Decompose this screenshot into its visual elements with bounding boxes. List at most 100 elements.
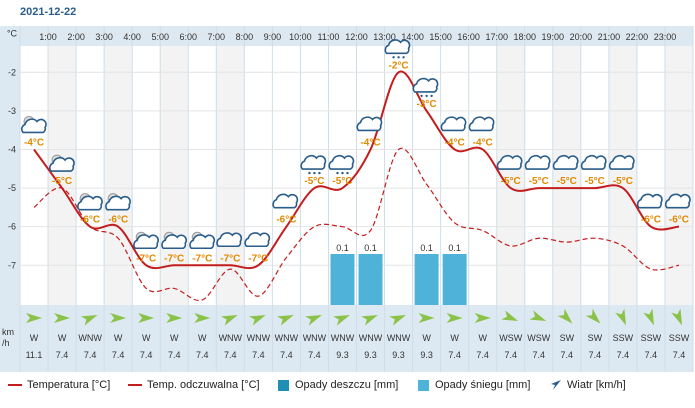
temperature-value-label: -6°C	[80, 215, 100, 226]
hour-label: 17:00	[485, 32, 508, 42]
wind-arrow-icon	[389, 315, 406, 326]
y-tick-label: -7	[8, 260, 16, 270]
precip-value-label: 0.1	[420, 243, 433, 253]
legend-item-temperature[interactable]: Temperatura [°C]	[8, 374, 110, 396]
cloud-shape	[356, 116, 383, 132]
cloud-shape	[244, 232, 271, 248]
wind-speed-label: 7.4	[196, 350, 209, 360]
hour-label: 18:00	[513, 32, 536, 42]
legend-item-rain[interactable]: Opady deszczu [mm]	[278, 374, 398, 396]
sun-cloud-icon	[77, 193, 103, 211]
cloud-shape	[77, 195, 103, 211]
hour-label: 3:00	[95, 32, 113, 42]
wind-direction-label: WNW	[275, 333, 299, 343]
wind-arrow-icon	[529, 310, 547, 321]
snow-precip-bar	[330, 254, 355, 305]
cloud-icon	[664, 193, 691, 209]
wind-speed-label: 7.4	[561, 350, 574, 360]
wind-direction-label: W	[198, 333, 207, 343]
y-tick-label: -5	[8, 183, 16, 193]
snowflake-shape	[313, 171, 316, 175]
hour-label: 1:00	[39, 32, 57, 42]
precip-value-label: 0.1	[448, 243, 461, 253]
legend-label-rain: Opady deszczu [mm]	[295, 379, 399, 391]
wind-arrow-icon	[54, 313, 71, 323]
cloud-shape	[272, 193, 299, 209]
hour-label: 4:00	[123, 32, 141, 42]
wind-arrow-shape	[529, 310, 547, 321]
wind-direction-label: W	[422, 333, 431, 343]
wind-arrow-shape	[249, 315, 266, 326]
chart-legend: Temperatura [°C] Temp. odczuwalna [°C] O…	[0, 374, 695, 396]
wind-arrow-shape	[110, 313, 127, 323]
wind-speed-label: 7.4	[533, 350, 546, 360]
cloud-shape	[664, 193, 691, 209]
cloud-icon	[356, 116, 383, 132]
hour-label: 8:00	[236, 32, 254, 42]
cloud-shape	[216, 232, 243, 248]
temperature-value-label: -6°C	[641, 215, 661, 226]
cloud-icon	[468, 116, 495, 132]
wind-speed-label: 7.4	[56, 350, 69, 360]
cloud-shape	[384, 39, 411, 55]
wind-arrow-shape	[643, 308, 655, 326]
wind-direction-label: WNW	[359, 333, 383, 343]
wind-arrow-shape	[333, 315, 350, 326]
snowflake-shape	[346, 171, 349, 175]
feels-like-series-line	[33, 147, 680, 302]
hour-label: 15:00	[429, 32, 452, 42]
wind-speed-label: 7.4	[476, 350, 489, 360]
wind-arrow-icon	[446, 313, 463, 323]
hour-band	[664, 46, 693, 305]
legend-label-temperature: Temperatura [°C]	[27, 379, 111, 391]
snowflake-shape	[392, 56, 395, 59]
temperature-value-label: -4°C	[473, 137, 493, 148]
cloud-icon	[244, 232, 271, 248]
wind-arrow-shape	[26, 313, 43, 323]
cloud-shape	[552, 154, 579, 170]
wind-arrow-icon	[671, 308, 683, 326]
wind-direction-label: WNW	[303, 333, 327, 343]
wind-arrow-shape	[166, 313, 183, 323]
cloud-shape	[328, 154, 355, 170]
hour-label: 10:00	[289, 32, 312, 42]
cloud-shape	[580, 154, 607, 170]
cloud-shape	[105, 195, 131, 211]
snow-precip-bar	[358, 254, 383, 305]
hour-label: 7:00	[208, 32, 226, 42]
cloud-snow-icon	[300, 154, 327, 175]
legend-item-feels-like[interactable]: Temp. odczuwalna [°C]	[128, 374, 260, 396]
rain-swatch	[278, 379, 289, 391]
cloud-shape	[524, 154, 551, 170]
cloud-icon	[272, 193, 299, 209]
legend-label-snow: Opady śniegu [mm]	[435, 379, 531, 391]
wind-arrow-icon	[501, 310, 519, 321]
snowflake-shape	[336, 171, 339, 175]
temperature-value-label: -5°C	[557, 176, 577, 187]
cloud-shape	[133, 234, 159, 250]
temperature-value-label: -5°C	[332, 176, 352, 187]
y-tick-label: -2	[8, 67, 16, 77]
legend-item-snow[interactable]: Opady śniegu [mm]	[418, 374, 530, 396]
wind-speed-label: 7.4	[617, 350, 630, 360]
wind-speed-label: 7.4	[448, 350, 461, 360]
hourly-forecast-chart: °C -2 -3 -4 -5 -6 -7 1:00 2:00 3:00 4:00 5:00 6:00 7:…	[0, 26, 694, 372]
wind-arrow-shape	[138, 313, 155, 323]
wind-direction-label: WNW	[219, 333, 243, 343]
wind-arrow-shape	[361, 315, 378, 326]
wind-direction-label: WSW	[499, 333, 522, 343]
cloud-shape	[49, 156, 75, 172]
wind-direction-label: W	[450, 333, 459, 343]
wind-arrow-icon	[166, 313, 183, 323]
hour-label: 22:00	[626, 32, 649, 42]
wind-direction-label: WSW	[527, 333, 550, 343]
sun-cloud-icon	[133, 231, 159, 250]
snow-precip-bar	[414, 254, 439, 305]
snowflake-shape	[308, 171, 311, 175]
wind-direction-label: WNW	[78, 333, 102, 343]
y-tick-label: -4	[8, 144, 16, 154]
legend-item-wind[interactable]: Wiatr [km/h]	[550, 374, 626, 396]
wind-arrow-shape	[585, 308, 601, 324]
wind-arrow-icon	[194, 313, 211, 323]
wind-speed-label: 7.4	[112, 350, 125, 360]
